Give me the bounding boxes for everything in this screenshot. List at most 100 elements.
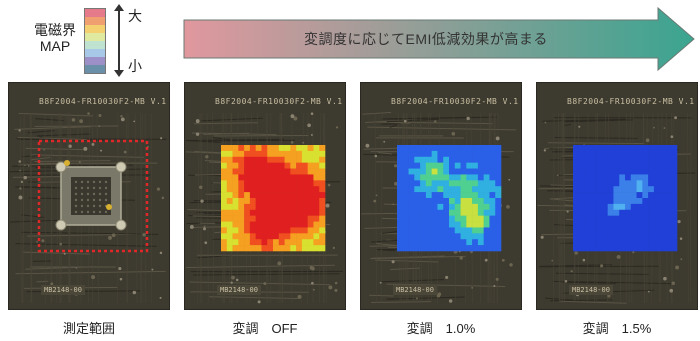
heatmap-cell-139 xyxy=(221,150,228,158)
heatmap-cell-191 xyxy=(665,162,672,169)
caption-measurement-area: 測定範囲 xyxy=(62,321,115,336)
pcb-shape-115 xyxy=(118,267,122,271)
heatmap-cell-412 xyxy=(414,239,421,246)
heatmap-cell-247 xyxy=(573,186,580,193)
heatmap-cell-239 xyxy=(454,180,461,187)
heatmap-cell-299 xyxy=(665,198,672,205)
pcb-shape-4 xyxy=(12,164,133,167)
heatmap-cell-269 xyxy=(420,192,427,199)
heatmap-cell-229 xyxy=(573,180,580,187)
heatmap-cell-112 xyxy=(199,185,203,190)
heatmap-cell-216 xyxy=(249,174,256,181)
pcb-shape-107 xyxy=(142,232,146,237)
heatmap-cell-215 xyxy=(244,174,251,181)
heatmap-cell-150 xyxy=(460,150,467,158)
heatmap-cell-141 xyxy=(584,150,591,158)
heatmap-cell-137 xyxy=(665,145,672,152)
pcb-shape-2 xyxy=(20,138,105,141)
heatmap-cell-166 xyxy=(273,156,280,163)
heatmap-cell-339 xyxy=(408,215,415,222)
heatmap-cell-404 xyxy=(472,233,479,240)
pcb-shape-164 xyxy=(64,160,70,166)
heatmap-cell-137 xyxy=(313,145,320,152)
heatmap-cell-335 xyxy=(489,209,496,216)
heatmap-cell-414 xyxy=(425,239,432,246)
pcb-shape-126 xyxy=(74,192,78,196)
heatmap-cell-334 xyxy=(659,209,666,216)
scale-axis-line xyxy=(118,10,120,72)
heatmap-cell-252 xyxy=(249,186,256,193)
heatmap-cell-392 xyxy=(578,233,585,240)
heatmap-cell-267 xyxy=(584,192,591,199)
heatmap-cell-236 xyxy=(613,180,620,187)
heatmap-cell-198 xyxy=(249,168,256,175)
heatmap-cell-395 xyxy=(420,233,427,240)
heatmap-cell-107 xyxy=(566,210,569,213)
heatmap-cell-110 xyxy=(671,281,675,285)
heatmap-cell-133 xyxy=(290,145,297,152)
heatmap-cell-179 xyxy=(420,162,427,169)
heatmap-cell-142 xyxy=(414,150,421,158)
heatmap-cell-381 xyxy=(443,227,450,234)
heatmap-cell-196 xyxy=(238,168,245,175)
heatmap-cell-366 xyxy=(284,221,291,228)
heatmap-cell-399 xyxy=(619,233,626,240)
heatmap-cell-388 xyxy=(483,227,490,234)
heatmap-cell-411 xyxy=(584,239,591,246)
heatmap-cell-83 xyxy=(445,275,449,279)
heatmap-cell-180 xyxy=(601,162,608,169)
heatmap-cell-235 xyxy=(607,180,614,187)
heatmap-cell-262 xyxy=(483,186,490,193)
heatmap-cell-265 xyxy=(573,192,580,199)
heatmap-cell-157 xyxy=(573,156,580,163)
heatmap-cell-155 xyxy=(489,150,496,158)
heatmap-cell-177 xyxy=(232,162,239,169)
heatmap-cell-98 xyxy=(570,270,573,273)
heatmap-cell-11 xyxy=(555,272,649,275)
heatmap-cell-347 xyxy=(278,215,285,222)
heatmap-cell-291 xyxy=(443,198,450,205)
pcb-shape-90 xyxy=(24,164,26,167)
heatmap-cell-430 xyxy=(238,245,245,252)
heatmap-cell-76 xyxy=(365,143,370,148)
heatmap-cell-304 xyxy=(238,203,245,211)
heatmap-cell-314 xyxy=(296,203,303,211)
heatmap-cell-286 xyxy=(414,198,421,205)
pcb-shape-67 xyxy=(30,112,32,304)
heatmap-cell-403 xyxy=(466,233,473,240)
heatmap-cell-140 xyxy=(578,150,585,158)
heatmap-cell-333 xyxy=(477,209,484,216)
heatmap-cell-89 xyxy=(675,265,680,270)
heatmap-cell-165 xyxy=(443,156,450,163)
heatmap-cell-324 xyxy=(601,209,608,216)
heatmap-cell-152 xyxy=(296,150,303,158)
heatmap-cell-253 xyxy=(431,186,438,193)
heatmap-cell-272 xyxy=(261,192,268,199)
heatmap-cell-259 xyxy=(642,186,649,193)
heatmap-cell-417 xyxy=(619,239,626,246)
heatmap-cell-380 xyxy=(613,227,620,234)
heatmap-cell-278 xyxy=(296,192,303,199)
heatmap-cell-220 xyxy=(449,174,456,181)
heatmap-cell-125 xyxy=(420,145,427,152)
heatmap-cell-375 xyxy=(408,227,415,234)
heatmap-cell-416 xyxy=(437,239,444,246)
heatmap-cell-389 xyxy=(665,227,672,234)
heatmap-cell-442 xyxy=(659,245,666,252)
heatmap-cell-444 xyxy=(319,245,326,252)
pcb-shape-76 xyxy=(43,149,45,151)
heatmap-cell-169 xyxy=(466,156,473,163)
pcb-shape-58 xyxy=(127,112,129,304)
heatmap-cell-242 xyxy=(648,180,655,187)
heatmap-cell-153 xyxy=(301,150,308,158)
heatmap-cell-387 xyxy=(653,227,660,234)
heatmap-cell-8 xyxy=(561,281,616,284)
heatmap-cell-350 xyxy=(472,215,479,222)
heatmap-cell-273 xyxy=(443,192,450,199)
heatmap-cell-91 xyxy=(325,203,330,208)
heatmap-cell-121 xyxy=(221,145,228,152)
heatmap-cell-344 xyxy=(613,215,620,222)
heatmap-cell-142 xyxy=(590,150,597,158)
heatmap-cell-232 xyxy=(414,180,421,187)
heatmap-cell-275 xyxy=(454,192,461,199)
